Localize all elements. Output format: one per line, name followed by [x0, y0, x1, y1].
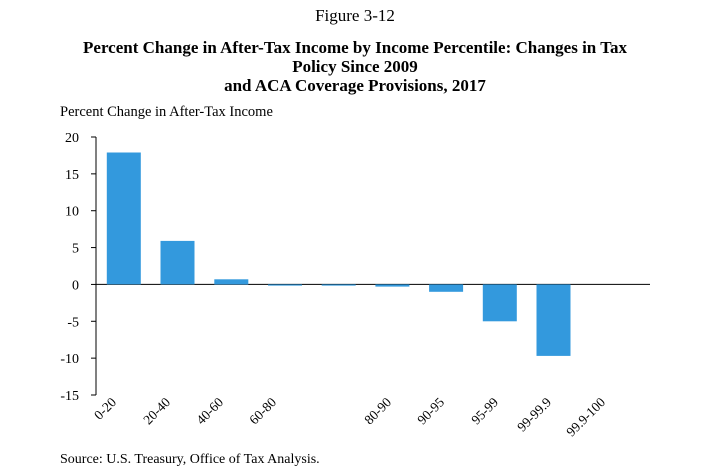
- chart-title-line-3: and ACA Coverage Provisions, 2017: [224, 76, 486, 95]
- bar-99.9-100: [536, 284, 571, 356]
- bar-95-99: [429, 284, 464, 292]
- bar-20-40: [160, 240, 195, 285]
- y-tick-label: 5: [72, 242, 79, 257]
- x-tick-label: 20-40: [140, 394, 173, 427]
- chart-title-line-1: Percent Change in After-Tax Income by In…: [83, 38, 627, 57]
- y-tick-labels: 20 15 10 5 0 -5 -10 -15: [60, 131, 79, 404]
- bar-90-95: [375, 284, 410, 287]
- y-tick-label: -10: [60, 352, 79, 367]
- x-tick-label: 99.9-100: [563, 394, 608, 439]
- bar-40-60: [214, 279, 249, 285]
- x-tick-label: 80-90: [361, 394, 394, 427]
- chart-title: Percent Change in After-Tax Income by In…: [30, 38, 680, 95]
- bar-0-20: [106, 152, 141, 285]
- bar-99-99.9: [482, 284, 517, 322]
- x-tick-label: 60-80: [246, 394, 279, 427]
- chart-bars: [106, 152, 571, 356]
- x-tick-label: 0-20: [91, 394, 119, 422]
- y-tick-label: 20: [65, 131, 79, 146]
- bar-60-80: [268, 284, 302, 286]
- y-tick-label: -5: [67, 315, 79, 330]
- chart-title-line-2: Policy Since 2009: [292, 57, 418, 76]
- y-axis-label: Percent Change in After-Tax Income: [60, 104, 273, 120]
- x-tick-label: 40-60: [193, 394, 226, 427]
- source-note: Source: U.S. Treasury, Office of Tax Ana…: [60, 452, 320, 467]
- x-tick-label: 99-99.9: [514, 394, 554, 434]
- bar-80-90: [321, 284, 356, 286]
- x-tick-labels: 0-20 20-40 40-60 60-80 80-90 90-95 95-99 99-99.…: [91, 394, 608, 439]
- x-tick-label: 95-99: [468, 394, 501, 427]
- figure-label: Figure 3-12: [315, 6, 395, 25]
- y-tick-label: 15: [65, 168, 79, 183]
- y-tick-label: 10: [65, 205, 79, 220]
- y-tick-label: -15: [60, 389, 79, 404]
- y-tick-label: 0: [72, 278, 79, 293]
- x-tick-label: 90-95: [414, 394, 447, 427]
